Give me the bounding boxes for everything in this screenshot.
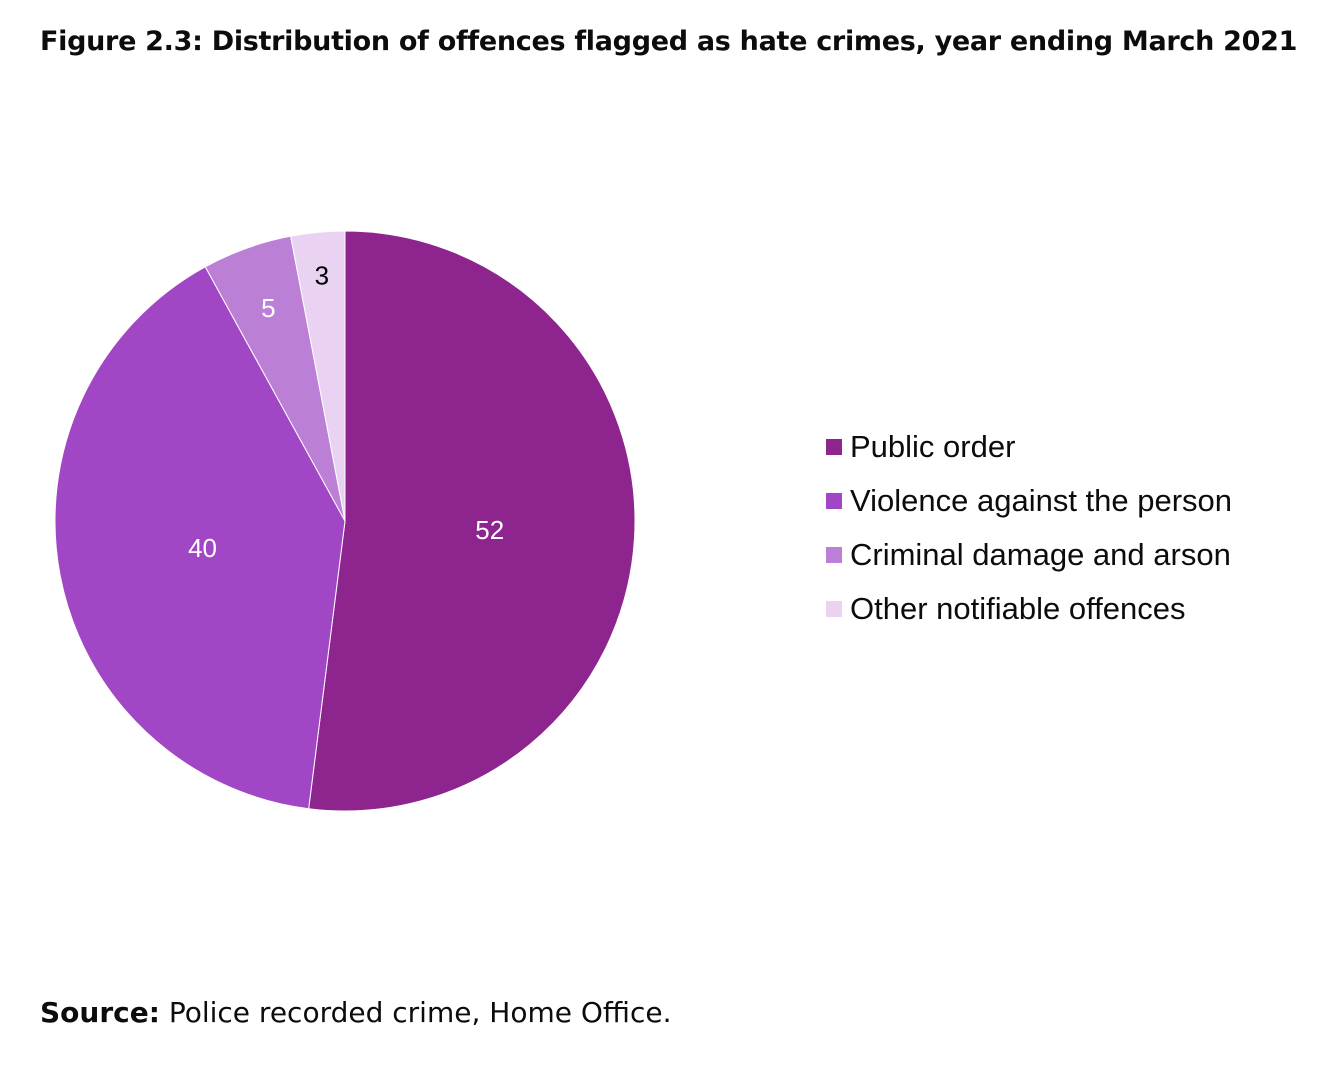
chart-legend: Public order Violence against the person C… — [826, 420, 1232, 636]
legend-label: Other notifiable offences — [850, 591, 1186, 626]
legend-item: Violence against the person — [826, 474, 1232, 528]
legend-label: Criminal damage and arson — [850, 537, 1231, 572]
data-label-other-notifiable-offences: 3 — [315, 261, 329, 291]
legend-item: Criminal damage and arson — [826, 528, 1232, 582]
pie-slice-violence-against-the-person — [54, 266, 346, 810]
data-label-public-order: 52 — [475, 515, 504, 545]
source-text: Police recorded crime, Home Office. — [159, 996, 672, 1029]
legend-item: Public order — [826, 420, 1232, 474]
legend-swatch — [826, 493, 842, 509]
figure-title: Figure 2.3: Distribution of offences fla… — [40, 26, 1298, 57]
pie-slice-other-notifiable-offences — [290, 230, 346, 522]
source-label: Source: — [40, 996, 160, 1029]
legend-label: Public order — [850, 429, 1016, 464]
pie-slice-public-order — [308, 230, 636, 812]
data-label-violence-against-the-person: 40 — [188, 533, 217, 563]
legend-item: Other notifiable offences — [826, 582, 1232, 636]
legend-swatch — [826, 601, 842, 617]
legend-label: Violence against the person — [850, 483, 1233, 518]
legend-swatch — [826, 439, 842, 455]
legend-swatch — [826, 547, 842, 563]
data-label-criminal-damage-and-arson: 5 — [261, 293, 275, 323]
source-note: Source: Police recorded crime, Home Offi… — [40, 996, 671, 1029]
